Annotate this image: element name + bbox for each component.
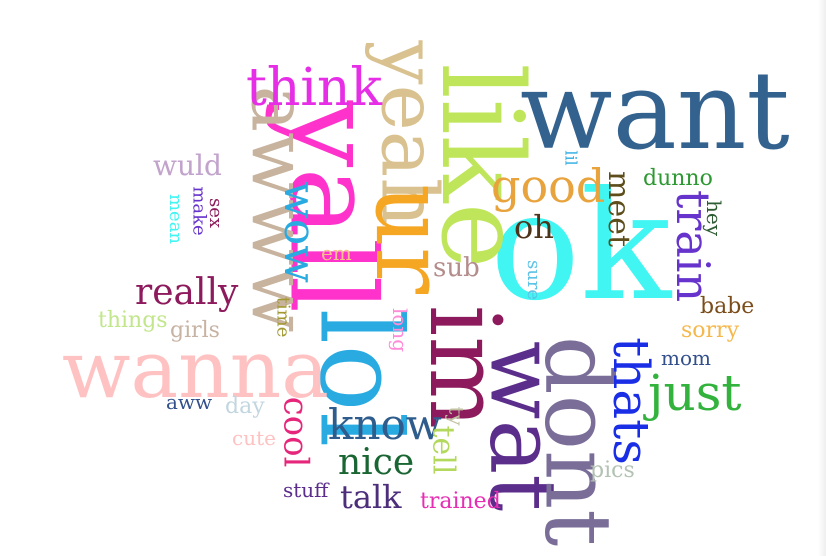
- cloud-word-ok: ok: [490, 160, 672, 334]
- cloud-word-hey: hey: [702, 199, 727, 237]
- cloud-word-know: know: [328, 400, 442, 449]
- cloud-word-babe: babe: [700, 294, 755, 319]
- right-edge-divider: [818, 0, 826, 556]
- cloud-word-lil: lil: [561, 150, 581, 166]
- cloud-word-long: long: [388, 307, 413, 353]
- cloud-word-trained: trained: [420, 489, 501, 514]
- cloud-word-sub: sub: [433, 253, 480, 283]
- cloud-word-mean: mean: [165, 193, 187, 245]
- cloud-word-thats: thats: [601, 337, 660, 465]
- cloud-word-em: em: [321, 241, 352, 265]
- cloud-word-think: think: [246, 58, 383, 118]
- cloud-word-pics: pics: [590, 458, 635, 483]
- cloud-word-ty: ty: [444, 406, 469, 426]
- cloud-word-nice: nice: [338, 442, 415, 483]
- cloud-word-want: want: [520, 49, 790, 174]
- cloud-word-just: just: [648, 364, 742, 422]
- cloud-word-cool: cool: [275, 396, 316, 468]
- cloud-word-meet: meet: [601, 170, 637, 248]
- cloud-word-aww: aww: [166, 390, 213, 414]
- cloud-word-stuff: stuff: [283, 478, 329, 502]
- cloud-word-cute: cute: [232, 426, 276, 450]
- cloud-word-make: make: [188, 186, 210, 236]
- cloud-word-talk: talk: [340, 478, 402, 516]
- cloud-word-things: things: [98, 308, 168, 333]
- cloud-word-wow: wow: [273, 181, 325, 283]
- cloud-word-mom: mom: [661, 346, 711, 370]
- cloud-word-good: good: [491, 159, 606, 213]
- cloud-word-really: really: [135, 272, 239, 313]
- cloud-word-oh: oh: [514, 208, 554, 246]
- cloud-word-wuld: wuld: [153, 149, 222, 182]
- cloud-word-girls: girls: [170, 318, 220, 343]
- cloud-word-dunno: dunno: [643, 166, 713, 191]
- cloud-word-wanna: wanna: [62, 323, 329, 416]
- cloud-word-sorry: sorry: [681, 318, 739, 343]
- cloud-word-sure: sure: [523, 259, 545, 301]
- cloud-word-tell: tell: [425, 425, 461, 475]
- cloud-word-day: day: [225, 394, 265, 419]
- cloud-word-time: time: [272, 296, 294, 338]
